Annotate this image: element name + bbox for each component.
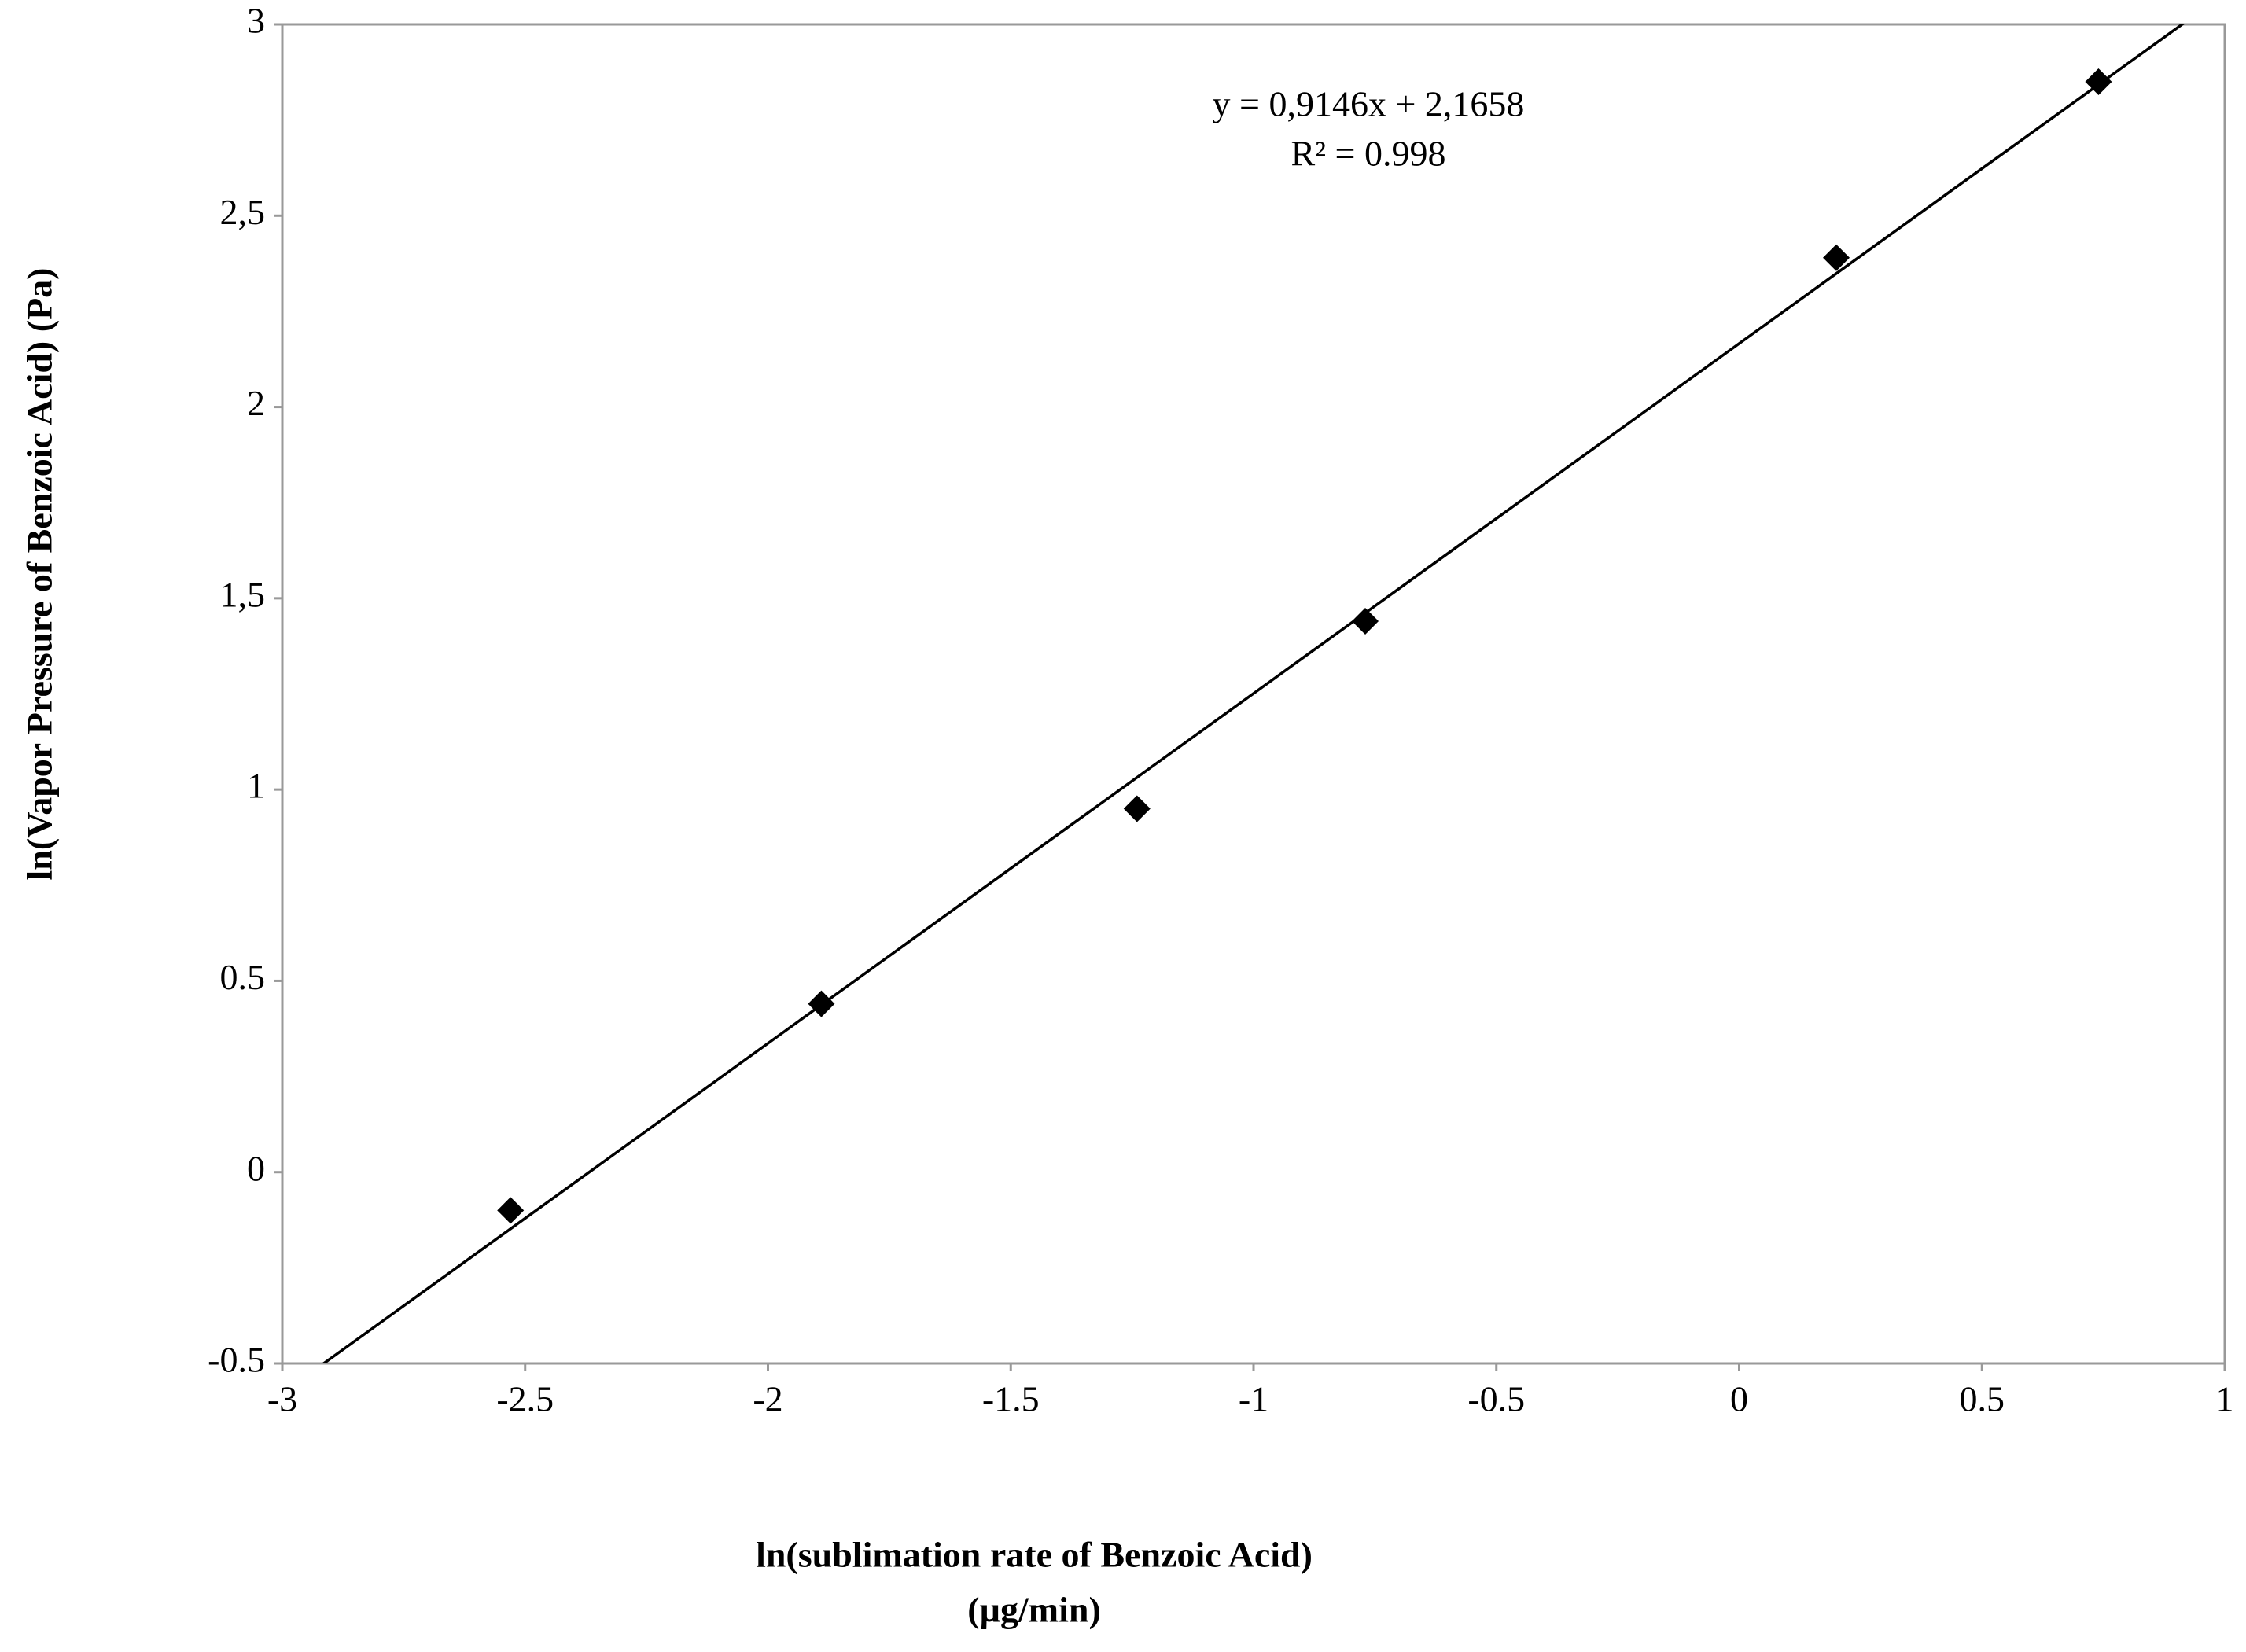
x-tick-label: -1.5 xyxy=(982,1379,1040,1419)
x-tick-label: -3 xyxy=(267,1379,297,1419)
data-point xyxy=(1823,244,1850,271)
y-tick-label: 0.5 xyxy=(220,957,266,997)
x-axis-title: ln(sublimation rate of Benzoic Acid) xyxy=(756,1535,1313,1575)
x-tick-label: -0.5 xyxy=(1467,1379,1525,1419)
equation-annotation: y = 0,9146x + 2,1658 xyxy=(1213,84,1525,124)
data-point xyxy=(2085,68,2112,95)
y-axis-title: ln(Vapor Pressure of Benzoic Acid) (Pa) xyxy=(20,268,60,881)
x-tick-label: 1 xyxy=(2216,1379,2234,1419)
plot-area xyxy=(321,24,2185,1363)
y-tick-label: 2,5 xyxy=(220,192,266,232)
data-point xyxy=(1352,608,1379,635)
y-tick-label: 2 xyxy=(247,383,265,423)
x-tick-label: 0 xyxy=(1730,1379,1748,1419)
y-tick-label: -0.5 xyxy=(208,1340,265,1380)
x-tick-label: 0.5 xyxy=(1960,1379,2005,1419)
data-point xyxy=(808,990,835,1017)
trendline xyxy=(321,24,2185,1363)
y-tick-label: 1 xyxy=(247,766,265,806)
x-tick-label: -2.5 xyxy=(496,1379,554,1419)
y-tick-label: 0 xyxy=(247,1148,265,1188)
y-tick-label: 3 xyxy=(247,1,265,41)
data-point xyxy=(497,1197,525,1224)
r2-annotation: R² = 0.998 xyxy=(1291,134,1446,174)
x-tick-label: -1 xyxy=(1239,1379,1268,1419)
data-point xyxy=(1123,795,1151,822)
x-tick-label: -2 xyxy=(753,1379,782,1419)
y-tick-label: 1,5 xyxy=(220,574,266,614)
x-axis-unit: (µg/min) xyxy=(967,1590,1101,1630)
